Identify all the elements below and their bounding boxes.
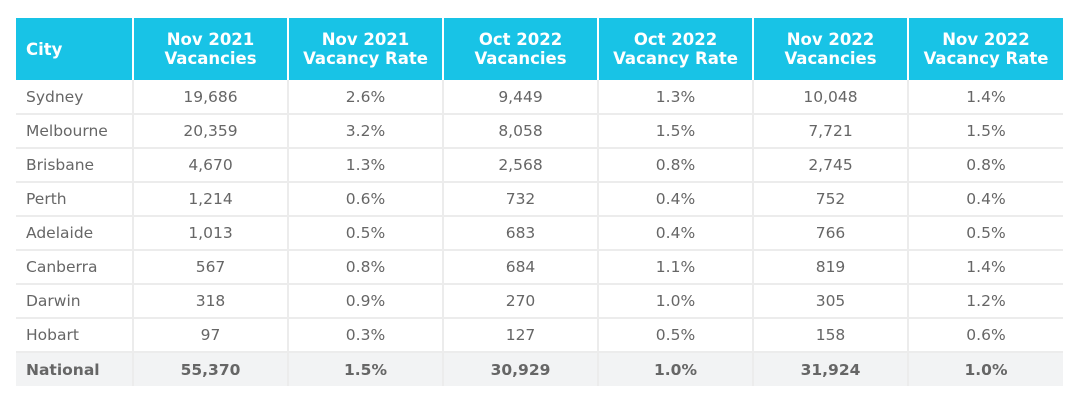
table-header: City Nov 2021 Vacancies Nov 2021 Vacancy R… (16, 18, 1063, 80)
table-cell: 819 (753, 250, 909, 285)
city-cell: Sydney (16, 80, 134, 115)
header-line-1: Nov 2022 (942, 30, 1030, 49)
table-row: Brisbane 4,670 1.3% 2,568 0.8% 2,745 0.8… (16, 148, 1063, 183)
total-cell: 31,924 (753, 352, 909, 386)
header-line-2: Vacancy Rate (613, 49, 738, 68)
table-cell: 270 (443, 284, 599, 319)
table-cell: 1.1% (598, 250, 754, 285)
table-cell: 0.4% (598, 182, 754, 217)
city-cell: Darwin (16, 284, 134, 319)
table-cell: 2,568 (443, 148, 599, 183)
table-row: Perth 1,214 0.6% 732 0.4% 752 0.4% (16, 182, 1063, 217)
table-cell: 1.3% (288, 148, 444, 183)
table-row: Adelaide 1,013 0.5% 683 0.4% 766 0.5% (16, 216, 1063, 251)
table-row: Melbourne 20,359 3.2% 8,058 1.5% 7,721 1… (16, 114, 1063, 149)
table-cell: 0.4% (598, 216, 754, 251)
table-cell: 10,048 (753, 80, 909, 115)
city-cell: Hobart (16, 318, 134, 353)
table-cell: 97 (133, 318, 289, 353)
table-cell: 1.4% (908, 80, 1063, 115)
table-row: Hobart 97 0.3% 127 0.5% 158 0.6% (16, 318, 1063, 353)
header-row: City Nov 2021 Vacancies Nov 2021 Vacancy R… (16, 18, 1063, 80)
table-cell: 4,670 (133, 148, 289, 183)
table-cell: 2.6% (288, 80, 444, 115)
header-oct2022-rate: Oct 2022 Vacancy Rate (598, 18, 754, 80)
national-total-row: National 55,370 1.5% 30,929 1.0% 31,924 … (16, 352, 1063, 386)
header-city-label: City (26, 39, 63, 59)
table-cell: 1.5% (598, 114, 754, 149)
total-cell: 30,929 (443, 352, 599, 386)
table-cell: 1.0% (598, 284, 754, 319)
table-row: Sydney 19,686 2.6% 9,449 1.3% 10,048 1.4… (16, 80, 1063, 115)
table-cell: 20,359 (133, 114, 289, 149)
table-cell: 732 (443, 182, 599, 217)
table-cell: 0.5% (908, 216, 1063, 251)
table-cell: 1.4% (908, 250, 1063, 285)
total-label-cell: National (16, 352, 134, 386)
table-cell: 0.9% (288, 284, 444, 319)
table-cell: 684 (443, 250, 599, 285)
table-cell: 318 (133, 284, 289, 319)
table-cell: 2,745 (753, 148, 909, 183)
table-cell: 0.8% (288, 250, 444, 285)
city-cell: Canberra (16, 250, 134, 285)
header-line-1: Oct 2022 (633, 30, 718, 49)
header-nov2021-rate: Nov 2021 Vacancy Rate (288, 18, 444, 80)
vacancy-table: City Nov 2021 Vacancies Nov 2021 Vacancy R… (16, 18, 1063, 386)
table-cell: 752 (753, 182, 909, 217)
table-cell: 0.8% (908, 148, 1063, 183)
header-city: City (16, 18, 134, 80)
table-cell: 1.5% (908, 114, 1063, 149)
table-cell: 158 (753, 318, 909, 353)
table-cell: 1,214 (133, 182, 289, 217)
city-cell: Brisbane (16, 148, 134, 183)
total-cell: 1.0% (908, 352, 1063, 386)
header-line-1: Nov 2022 (786, 30, 875, 49)
header-nov2022-rate: Nov 2022 Vacancy Rate (908, 18, 1063, 80)
table-cell: 0.4% (908, 182, 1063, 217)
table-cell: 567 (133, 250, 289, 285)
table-cell: 0.6% (908, 318, 1063, 353)
header-line-2: Vacancy Rate (303, 49, 428, 68)
table-cell: 3.2% (288, 114, 444, 149)
header-line-1: Oct 2022 (478, 30, 563, 49)
table-cell: 9,449 (443, 80, 599, 115)
table-cell: 0.6% (288, 182, 444, 217)
table-cell: 1.2% (908, 284, 1063, 319)
table-cell: 766 (753, 216, 909, 251)
table-cell: 305 (753, 284, 909, 319)
table-cell: 8,058 (443, 114, 599, 149)
header-nov2021-vacancies: Nov 2021 Vacancies (133, 18, 289, 80)
city-cell: Melbourne (16, 114, 134, 149)
vacancy-table-container: City Nov 2021 Vacancies Nov 2021 Vacancy R… (16, 18, 1063, 386)
table-row: Darwin 318 0.9% 270 1.0% 305 1.2% (16, 284, 1063, 319)
total-cell: 1.0% (598, 352, 754, 386)
total-cell: 1.5% (288, 352, 444, 386)
table-cell: 0.5% (598, 318, 754, 353)
header-line-2: Vacancy Rate (923, 49, 1049, 68)
table-cell: 0.8% (598, 148, 754, 183)
header-line-1: Nov 2021 (166, 30, 255, 49)
table-cell: 1.3% (598, 80, 754, 115)
city-cell: Adelaide (16, 216, 134, 251)
header-oct2022-vacancies: Oct 2022 Vacancies (443, 18, 599, 80)
table-cell: 127 (443, 318, 599, 353)
header-line-2: Vacancies (784, 49, 877, 68)
city-cell: Perth (16, 182, 134, 217)
table-cell: 683 (443, 216, 599, 251)
header-line-2: Vacancies (164, 49, 257, 68)
table-cell: 7,721 (753, 114, 909, 149)
table-cell: 0.5% (288, 216, 444, 251)
total-cell: 55,370 (133, 352, 289, 386)
table-cell: 1,013 (133, 216, 289, 251)
header-nov2022-vacancies: Nov 2022 Vacancies (753, 18, 909, 80)
table-row: Canberra 567 0.8% 684 1.1% 819 1.4% (16, 250, 1063, 285)
header-line-2: Vacancies (474, 49, 567, 68)
table-body: Sydney 19,686 2.6% 9,449 1.3% 10,048 1.4… (16, 80, 1063, 386)
header-line-1: Nov 2021 (321, 30, 410, 49)
table-cell: 0.3% (288, 318, 444, 353)
table-cell: 19,686 (133, 80, 289, 115)
